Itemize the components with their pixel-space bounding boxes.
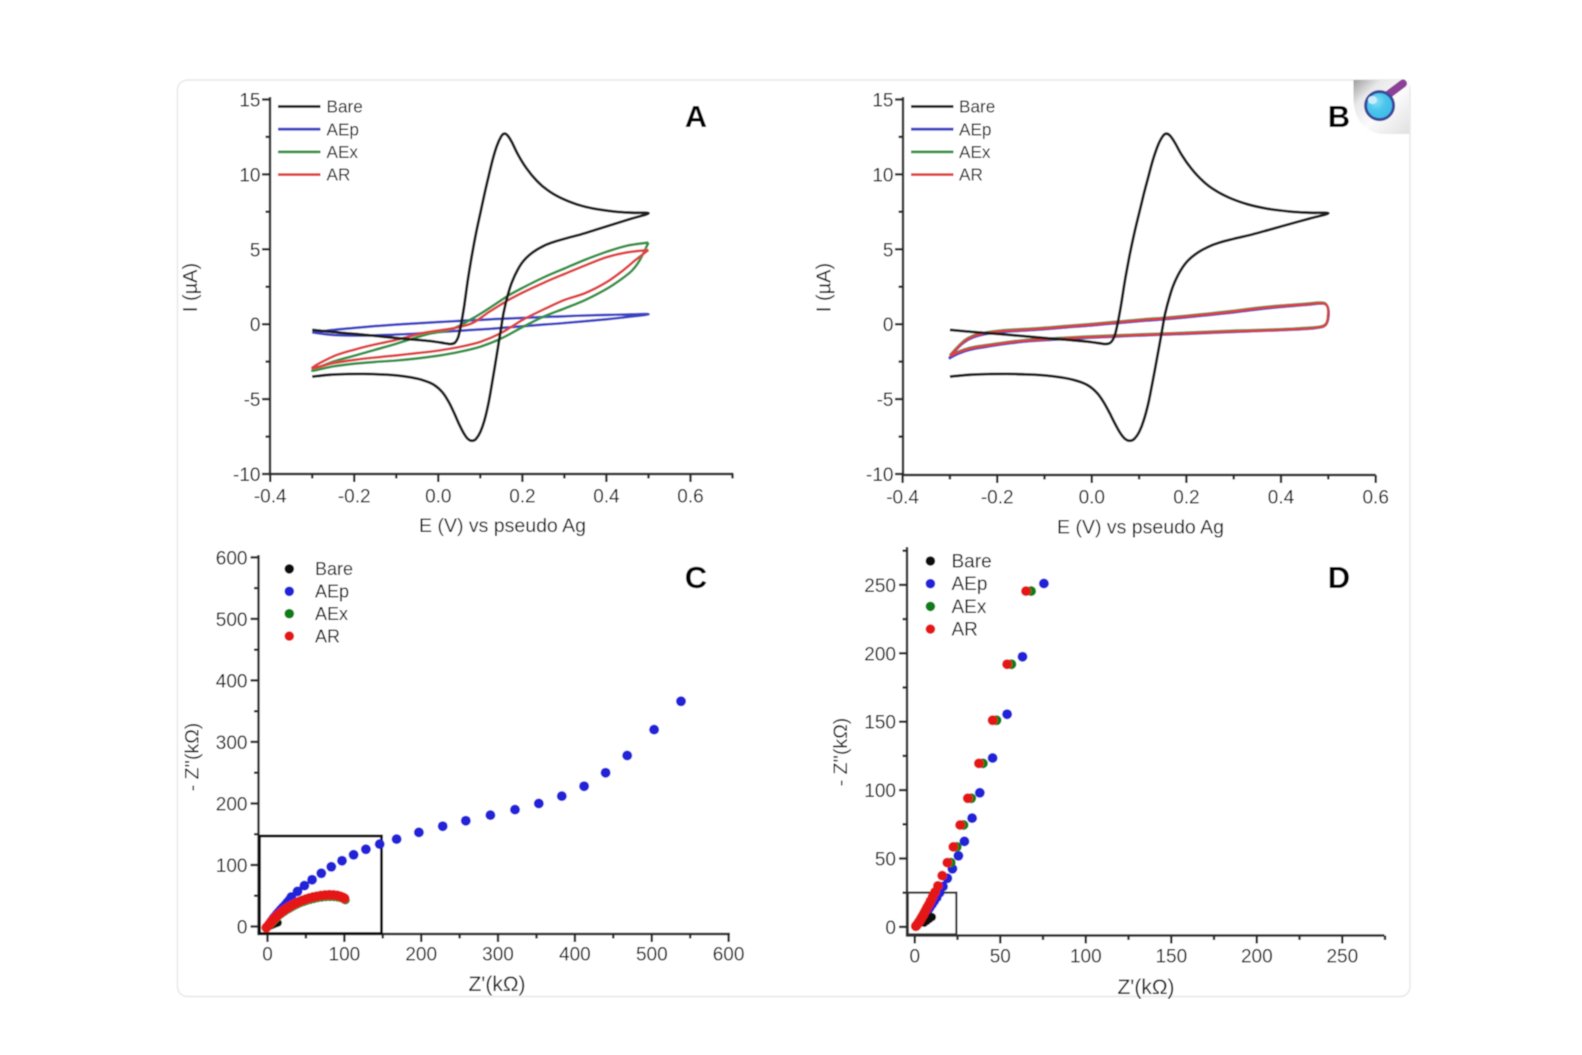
svg-text:5: 5	[883, 240, 894, 261]
svg-text:AEp: AEp	[952, 574, 988, 595]
svg-text:0.4: 0.4	[593, 487, 620, 508]
svg-text:0.0: 0.0	[425, 487, 451, 508]
svg-text:AEp: AEp	[327, 119, 360, 139]
svg-text:0: 0	[885, 918, 896, 939]
svg-text:AEp: AEp	[315, 582, 349, 602]
svg-text:50: 50	[875, 850, 896, 871]
svg-text:-0.4: -0.4	[886, 488, 919, 509]
svg-text:Bare: Bare	[959, 97, 995, 117]
svg-text:5: 5	[250, 240, 261, 261]
svg-text:500: 500	[636, 945, 668, 966]
svg-text:100: 100	[1070, 947, 1102, 968]
svg-text:-10: -10	[866, 465, 893, 486]
svg-text:200: 200	[1241, 947, 1273, 968]
svg-text:AEx: AEx	[959, 142, 991, 162]
svg-text:150: 150	[1155, 947, 1187, 968]
svg-text:-5: -5	[244, 390, 261, 411]
svg-text:- Z''(kΩ): - Z''(kΩ)	[182, 723, 204, 792]
svg-text:AEp: AEp	[959, 119, 992, 139]
svg-text:15: 15	[872, 91, 893, 112]
svg-text:400: 400	[216, 671, 248, 692]
svg-text:B: B	[1328, 99, 1350, 134]
svg-text:100: 100	[329, 945, 361, 966]
svg-text:0.2: 0.2	[509, 487, 535, 508]
svg-text:0.2: 0.2	[1173, 488, 1199, 509]
svg-text:0.6: 0.6	[1362, 488, 1388, 509]
svg-text:AEx: AEx	[315, 604, 348, 624]
svg-text:0: 0	[883, 315, 894, 336]
svg-text:I (µA): I (µA)	[814, 263, 836, 312]
svg-text:Bare: Bare	[315, 559, 353, 579]
svg-text:50: 50	[990, 947, 1011, 968]
svg-text:600: 600	[713, 945, 745, 966]
svg-text:-5: -5	[877, 390, 894, 411]
svg-text:0: 0	[910, 947, 921, 968]
svg-text:AR: AR	[959, 165, 983, 185]
svg-text:250: 250	[1326, 947, 1358, 968]
svg-text:-0.2: -0.2	[981, 488, 1014, 509]
svg-text:-10: -10	[233, 465, 260, 486]
svg-text:-0.2: -0.2	[338, 487, 371, 508]
svg-text:0: 0	[250, 315, 261, 336]
svg-text:0.6: 0.6	[677, 487, 703, 508]
svg-text:AR: AR	[952, 620, 978, 641]
svg-text:- Z''(kΩ): - Z''(kΩ)	[830, 718, 852, 787]
svg-text:AR: AR	[315, 626, 340, 646]
svg-text:200: 200	[216, 795, 248, 816]
svg-text:0: 0	[237, 918, 248, 939]
svg-text:Z'(kΩ): Z'(kΩ)	[1117, 976, 1174, 999]
svg-text:10: 10	[239, 165, 260, 186]
svg-text:Z'(kΩ): Z'(kΩ)	[468, 973, 525, 996]
svg-text:0.0: 0.0	[1079, 488, 1105, 509]
svg-text:Bare: Bare	[952, 552, 992, 573]
svg-text:10: 10	[872, 165, 893, 186]
svg-text:100: 100	[864, 781, 896, 802]
svg-text:0: 0	[262, 945, 273, 966]
svg-text:300: 300	[216, 733, 248, 754]
svg-text:600: 600	[216, 548, 248, 569]
svg-text:15: 15	[239, 91, 260, 112]
svg-text:I (µA): I (µA)	[180, 263, 202, 312]
svg-text:500: 500	[216, 610, 248, 631]
svg-text:E (V) vs pseudo Ag: E (V) vs pseudo Ag	[1057, 517, 1224, 539]
svg-text:D: D	[1328, 560, 1350, 595]
svg-text:-0.4: -0.4	[254, 487, 287, 508]
svg-text:0.4: 0.4	[1268, 488, 1295, 509]
svg-text:Bare: Bare	[327, 97, 363, 117]
svg-text:400: 400	[559, 945, 591, 966]
svg-text:AEx: AEx	[327, 142, 359, 162]
svg-text:C: C	[685, 560, 707, 595]
svg-text:250: 250	[864, 576, 896, 597]
svg-text:200: 200	[864, 644, 896, 665]
svg-text:300: 300	[482, 945, 514, 966]
svg-text:100: 100	[216, 856, 248, 877]
svg-text:200: 200	[405, 945, 437, 966]
svg-text:AR: AR	[327, 165, 351, 185]
svg-text:AEx: AEx	[952, 597, 987, 618]
svg-text:150: 150	[864, 713, 896, 734]
svg-text:E (V) vs pseudo Ag: E (V) vs pseudo Ag	[419, 515, 586, 537]
svg-text:A: A	[685, 99, 707, 134]
